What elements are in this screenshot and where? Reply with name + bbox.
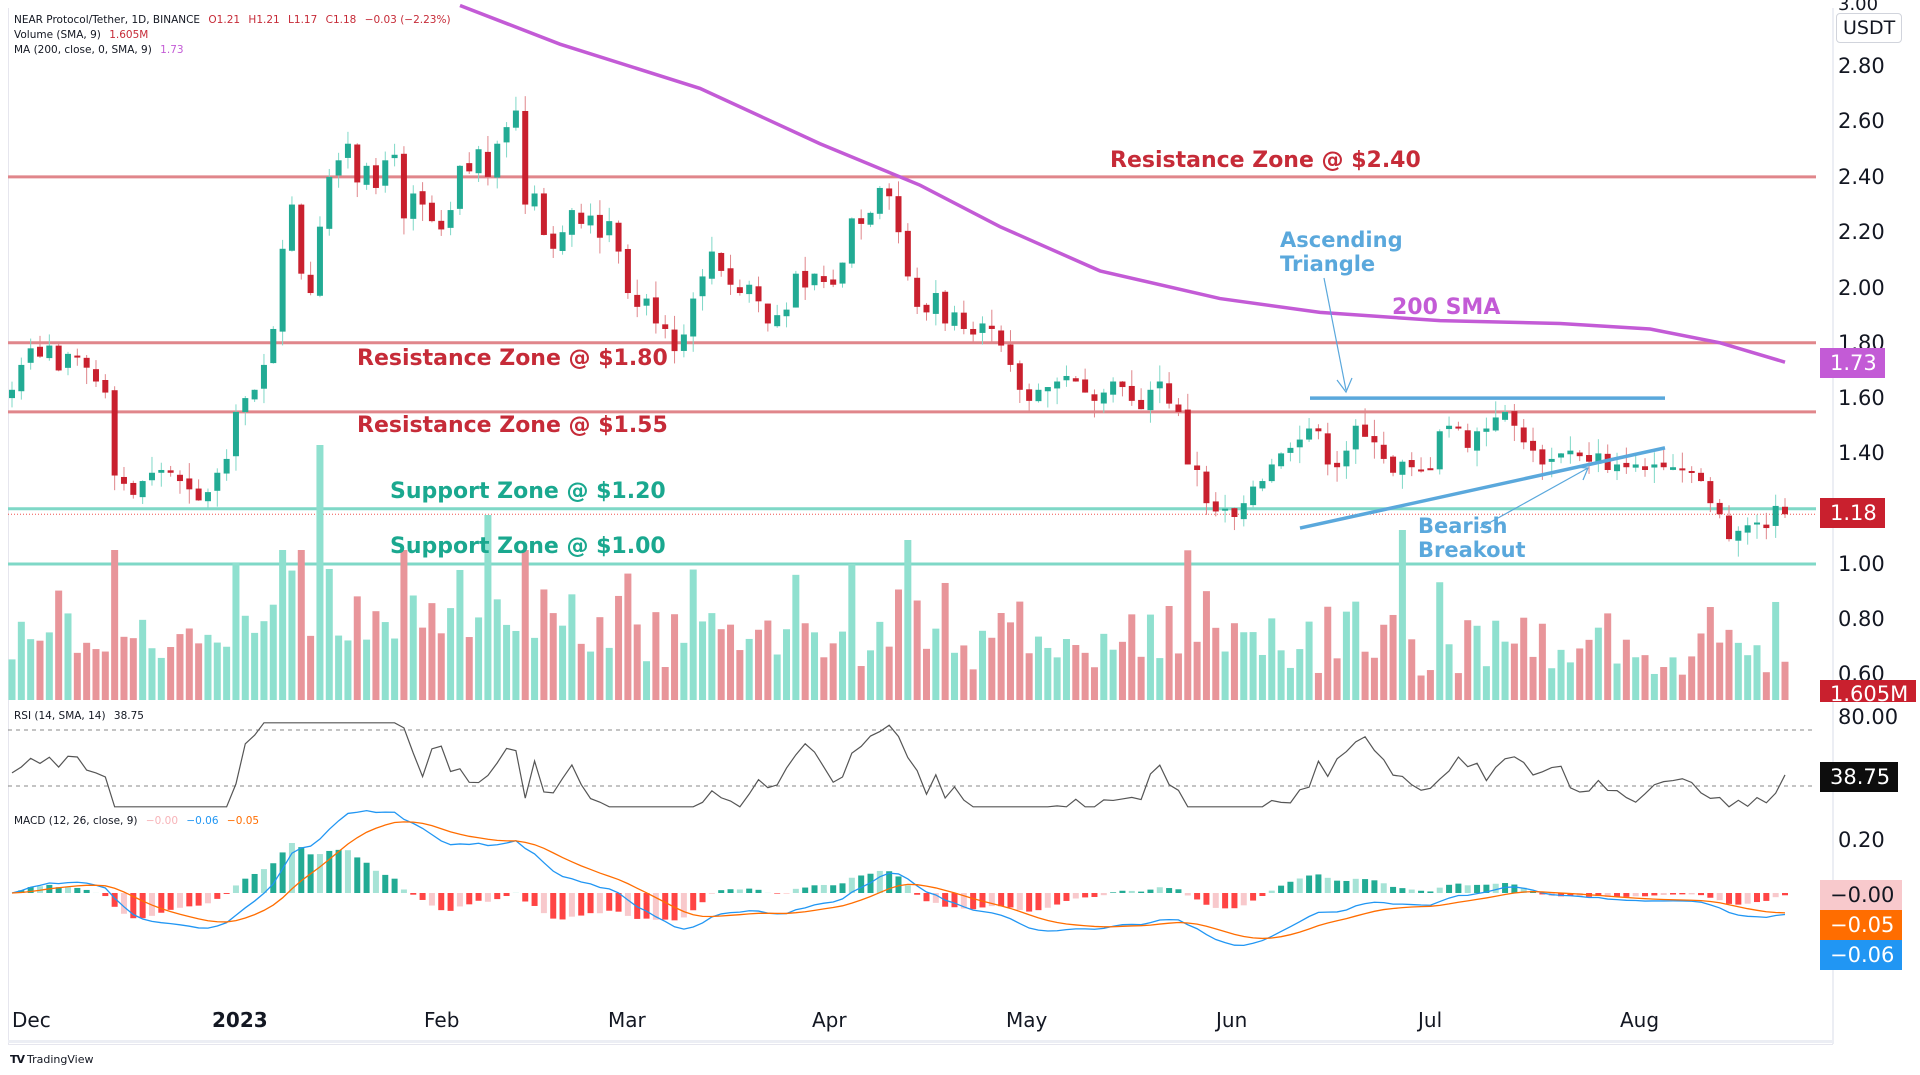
volume-tag: 1.605M [1820, 680, 1917, 702]
rsi-pane [8, 722, 1816, 808]
price-tick: 2.80 [1838, 54, 1885, 78]
ohlc-close: C1.18 [325, 14, 357, 26]
ascending-triangle-line2: Triangle [1280, 252, 1376, 276]
support-120-label: Support Zone @ $1.20 [390, 479, 666, 504]
ma-price-tag: 1.73 [1820, 348, 1885, 378]
price-tick: 2.20 [1838, 220, 1885, 244]
tradingview-brand-text: TradingView [27, 1053, 94, 1066]
pattern-drawings [1299, 277, 1666, 530]
resistance-180-label: Resistance Zone @ $1.80 [357, 346, 668, 371]
ma-legend-value: 1.73 [160, 44, 184, 56]
rsi-legend: RSI (14, SMA, 14) 38.75 [14, 710, 149, 722]
macd-tick: 0.20 [1838, 828, 1885, 852]
price-tick: 1.60 [1838, 386, 1885, 410]
macd-hist-tag: −0.00 [1820, 880, 1903, 910]
macd-line-tag: −0.06 [1820, 940, 1903, 970]
time-axis[interactable] [8, 1040, 1834, 1043]
symbol-title: NEAR Protocol/Tether, 1D, BINANCE [14, 14, 201, 26]
time-label-feb: Feb [424, 1008, 460, 1032]
volume-legend-value: 1.605M [109, 29, 149, 41]
time-label-aug: Aug [1620, 1008, 1660, 1032]
macd-pane [11, 809, 1788, 947]
bearish-breakout-label: Bearish Breakout [1418, 514, 1526, 562]
macd-signal-tag: −0.05 [1820, 910, 1903, 940]
time-label-jul: Jul [1418, 1008, 1443, 1032]
volume-legend-label: Volume (SMA, 9) [14, 29, 101, 41]
price-tick: 1.00 [1838, 552, 1885, 576]
support-100-label: Support Zone @ $1.00 [390, 534, 666, 559]
volume-bars [8, 445, 1789, 700]
candlesticks [9, 96, 1788, 557]
ma-legend: MA (200, close, 0, SMA, 9) 1.73 [14, 44, 189, 56]
time-label-apr: Apr [812, 1008, 847, 1032]
ohlc-low: L1.17 [288, 14, 318, 26]
ohlc-high: H1.21 [248, 14, 280, 26]
price-tick: 2.60 [1838, 109, 1885, 133]
time-label-dec: Dec [12, 1008, 51, 1032]
time-label-mar: Mar [608, 1008, 646, 1032]
time-label-may: May [1006, 1008, 1048, 1032]
price-tick: 2.00 [1838, 276, 1885, 300]
macd-legend-hist: −0.00 [145, 815, 179, 827]
ascending-triangle-label: Ascending Triangle [1280, 228, 1403, 276]
rsi-value-tag: 38.75 [1820, 762, 1899, 792]
price-tick: 2.40 [1838, 165, 1885, 189]
ma-legend-label: MA (200, close, 0, SMA, 9) [14, 44, 152, 56]
last-price-tag: 1.18 [1820, 498, 1885, 528]
bearish-breakout-line1: Bearish [1418, 514, 1508, 538]
bearish-breakout-line2: Breakout [1418, 538, 1526, 562]
resistance-240-label: Resistance Zone @ $2.40 [1110, 148, 1421, 173]
tradingview-logo[interactable]: TV TradingView [10, 1053, 94, 1066]
price-tick: 1.40 [1838, 441, 1885, 465]
currency-badge[interactable]: USDT [1836, 13, 1903, 43]
rsi-tick: 80.00 [1838, 705, 1899, 729]
time-label-2023: 2023 [212, 1008, 268, 1032]
price-tick: 0.80 [1838, 607, 1885, 631]
sma-200-label: 200 SMA [1392, 295, 1501, 320]
resistance-155-label: Resistance Zone @ $1.55 [357, 413, 668, 438]
macd-legend-macd: −0.06 [186, 815, 219, 827]
horizontal-levels [8, 175, 1816, 566]
chart-frame [8, 8, 1833, 1045]
symbol-legend: NEAR Protocol/Tether, 1D, BINANCE O1.21 … [14, 14, 456, 26]
ohlc-open: O1.21 [208, 14, 241, 26]
macd-legend-label: MACD (12, 26, close, 9) [14, 815, 138, 827]
sma-200-line [459, 3, 1786, 364]
volume-legend: Volume (SMA, 9) 1.605M [14, 29, 153, 41]
rsi-legend-label: RSI (14, SMA, 14) [14, 710, 106, 722]
macd-legend: MACD (12, 26, close, 9) −0.00 −0.06 −0.0… [14, 815, 264, 827]
ascending-triangle-line1: Ascending [1280, 228, 1403, 252]
macd-legend-signal: −0.05 [226, 815, 260, 827]
time-label-jun: Jun [1216, 1008, 1248, 1032]
ohlc-change: −0.03 (−2.23%) [364, 14, 451, 26]
tradingview-logo-icon: TV [10, 1053, 25, 1066]
price-tick-top: 3.00 [1838, 0, 1879, 15]
rsi-legend-value: 38.75 [113, 710, 144, 722]
